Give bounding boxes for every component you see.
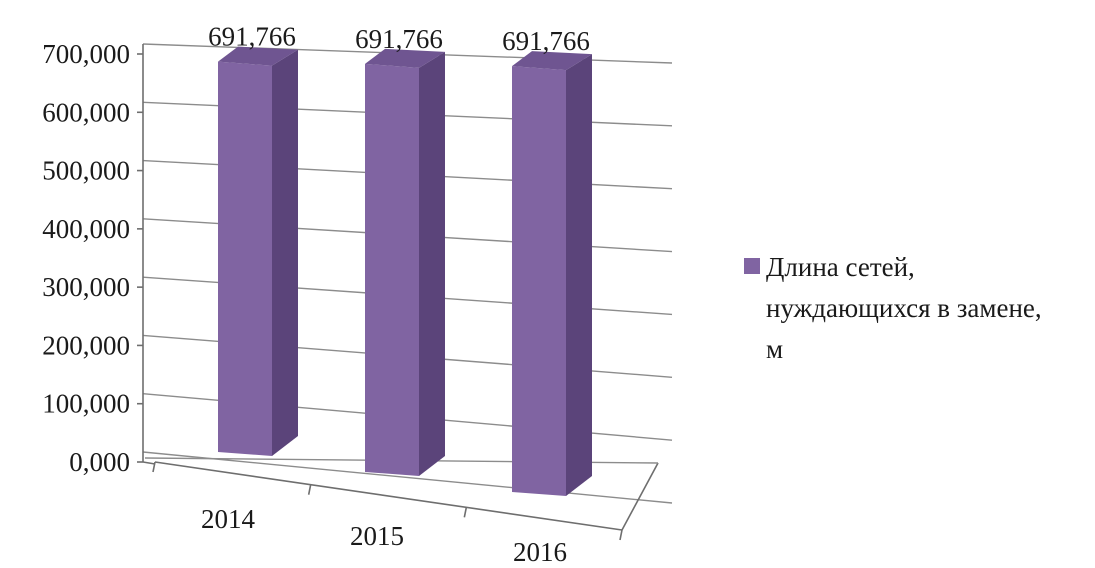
- y-tick-label: 200,000: [42, 330, 130, 360]
- x-tick-mark: [307, 484, 312, 495]
- bar-side-face: [419, 51, 445, 476]
- bar-top-face: [218, 46, 298, 66]
- x-tick-mark: [152, 461, 156, 473]
- bars: [218, 46, 592, 496]
- y-tick-label: 400,000: [42, 214, 130, 244]
- x-tick-mark: [463, 507, 468, 518]
- legend-label-line: Длина сетей,: [766, 252, 915, 282]
- x-tick-label: 2014: [201, 504, 256, 534]
- y-axis-tick-labels: 0,000 100,000 200,000 300,000 400,000 500,000…: [42, 39, 130, 477]
- bar-top-face: [365, 48, 445, 68]
- y-tick-label: 100,000: [42, 389, 130, 419]
- bar-front-face: [512, 66, 566, 496]
- bar-side-face: [566, 54, 592, 496]
- data-label: 691,766: [355, 24, 443, 54]
- floor-left-edge: [142, 461, 156, 465]
- legend-label-line: нуждающихся в замене,: [766, 293, 1042, 323]
- bar: [365, 48, 445, 476]
- floor-right-edge: [621, 462, 659, 531]
- x-tick-label: 2015: [350, 521, 404, 551]
- x-axis-line: [154, 461, 623, 531]
- bar-front-face: [365, 63, 419, 476]
- y-tick-label: 700,000: [42, 39, 130, 69]
- bar-front-face: [218, 61, 272, 456]
- legend-label-line: м: [766, 334, 783, 364]
- bar: [512, 51, 592, 496]
- legend-swatch: [744, 258, 760, 274]
- data-label: 691,766: [208, 22, 296, 52]
- x-axis-tick-labels: 2014 2015 2016: [201, 504, 567, 567]
- y-tick-label: 0,000: [69, 447, 130, 477]
- bar-side-face: [272, 49, 298, 456]
- x-tick-label: 2016: [513, 537, 567, 567]
- y-tick-label: 600,000: [42, 97, 130, 127]
- y-tick-label: 300,000: [42, 272, 130, 302]
- bar-top-face: [512, 51, 592, 71]
- y-tick-label: 500,000: [42, 156, 130, 186]
- gridline: [142, 451, 673, 504]
- x-tick-mark: [619, 529, 623, 541]
- legend: Длина сетей, нуждающихся в замене, м: [744, 252, 1048, 364]
- data-label: 691,766: [502, 26, 590, 56]
- bar: [218, 46, 298, 456]
- data-labels: 691,766 691,766 691,766: [208, 22, 590, 56]
- legend-label: Длина сетей, нуждающихся в замене, м: [766, 252, 1048, 364]
